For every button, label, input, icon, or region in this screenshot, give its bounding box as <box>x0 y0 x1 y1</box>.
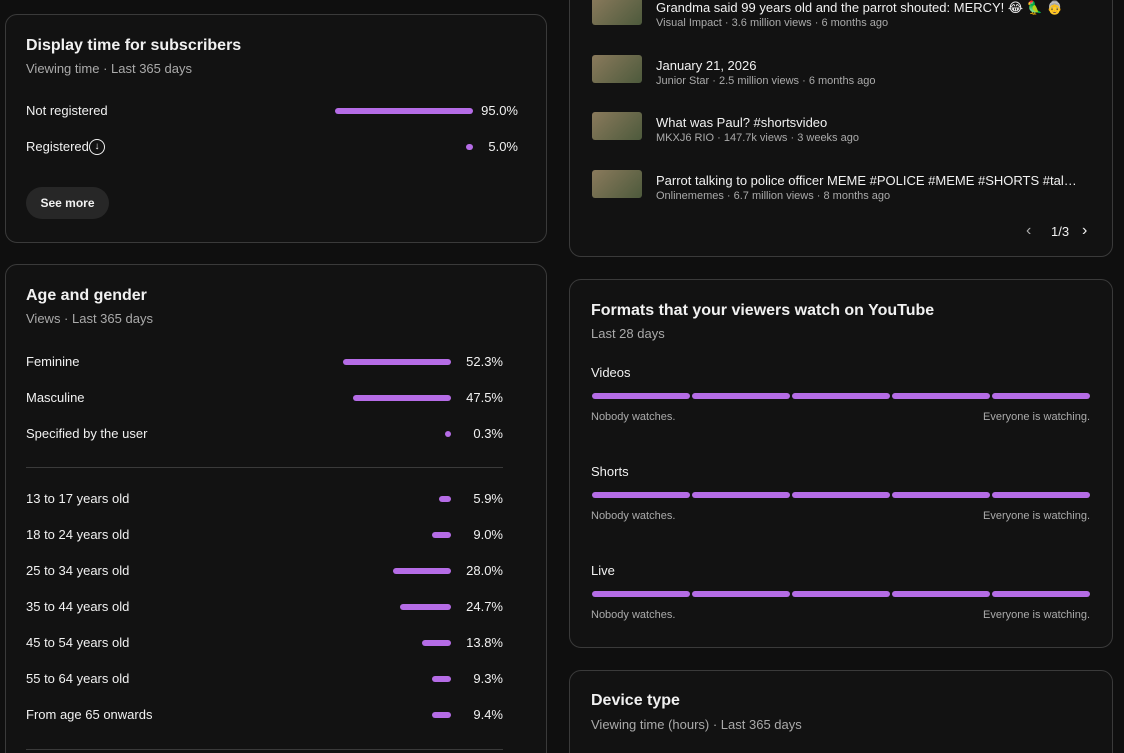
scale-segment <box>892 492 990 498</box>
info-icon[interactable]: ↓ <box>89 139 105 155</box>
scale-segment <box>792 591 890 597</box>
prev-button[interactable]: ‹ <box>1026 222 1032 239</box>
thumbnail[interactable] <box>592 0 642 25</box>
divider <box>26 749 503 750</box>
video-meta: Onlinememes · 6.7 million views · 8 mont… <box>656 189 891 202</box>
formats-card <box>569 279 1113 648</box>
row-value: 0.3% <box>473 426 503 441</box>
format-name: Shorts <box>591 464 629 479</box>
divider <box>26 467 503 468</box>
row-label: Feminine <box>26 354 80 369</box>
row-value: 9.3% <box>473 671 503 686</box>
bar <box>438 496 451 502</box>
card-title: Age and gender <box>26 287 147 304</box>
scale-max-label: Everyone is watching. <box>983 510 1090 522</box>
card-subtitle: Viewing time · Last 365 days <box>26 61 192 76</box>
thumbnail[interactable] <box>592 112 642 140</box>
card-subtitle: Viewing time (hours) · Last 365 days <box>591 717 802 732</box>
scale-segment <box>792 492 890 498</box>
row-label: 25 to 34 years old <box>26 563 130 578</box>
row-value: 5.0% <box>488 139 518 154</box>
card-title: Display time for subscribers <box>26 37 242 54</box>
row-value: 47.5% <box>466 390 503 405</box>
scale-segment <box>692 393 790 399</box>
video-meta: Junior Star · 2.5 million views · 6 mont… <box>656 74 876 87</box>
video-title[interactable]: January 21, 2026 <box>656 57 757 73</box>
scale-max-label: Everyone is watching. <box>983 411 1090 423</box>
scale-segment <box>692 591 790 597</box>
device-card <box>569 670 1113 753</box>
scale-segment <box>892 591 990 597</box>
scale-segment <box>992 393 1090 399</box>
row-label: 55 to 64 years old <box>26 671 130 686</box>
bar <box>399 604 451 610</box>
format-name: Videos <box>591 365 631 380</box>
row-value: 13.8% <box>466 635 503 650</box>
bar <box>393 568 451 574</box>
scale-segment <box>992 492 1090 498</box>
scale-segment <box>992 591 1090 597</box>
row-label: Masculine <box>26 390 85 405</box>
row-value: 52.3% <box>466 354 503 369</box>
video-meta: MKXJ6 RIO · 147.7k views · 3 weeks ago <box>656 132 859 144</box>
video-meta: Visual Impact · 3.6 million views · 6 mo… <box>656 17 889 29</box>
thumbnail[interactable] <box>592 54 642 83</box>
row-value: 28.0% <box>466 563 503 578</box>
next-button[interactable]: › <box>1082 222 1088 239</box>
bar <box>335 108 473 114</box>
row-label: 35 to 44 years old <box>26 599 130 614</box>
videos-card <box>569 0 1113 257</box>
see-more-button[interactable]: See more <box>26 187 109 219</box>
row-label: 13 to 17 years old <box>26 491 130 506</box>
scale-min-label: Nobody watches. <box>591 411 676 423</box>
scale-segment <box>692 492 790 498</box>
row-label: Registered <box>26 139 89 154</box>
scale-max-label: Everyone is watching. <box>983 609 1090 621</box>
row-value: 95.0% <box>481 103 518 118</box>
card-title: Device type <box>591 692 680 709</box>
row-value: 24.7% <box>466 599 503 614</box>
card-subtitle: Last 28 days <box>591 326 665 341</box>
age-gender-card <box>5 264 547 753</box>
format-name: Live <box>591 563 615 578</box>
scale-segment <box>892 393 990 399</box>
video-title[interactable]: Parrot talking to police officer MEME #P… <box>656 172 1077 188</box>
scale-segment <box>792 393 890 399</box>
bar <box>352 395 451 401</box>
scale-segment <box>592 492 690 498</box>
row-label: 18 to 24 years old <box>26 527 130 542</box>
scale-min-label: Nobody watches. <box>591 510 676 522</box>
bar <box>431 712 451 718</box>
row-label: Specified by the user <box>26 426 148 441</box>
scale-min-label: Nobody watches. <box>591 609 676 621</box>
bar <box>342 359 451 365</box>
row-value: 9.4% <box>473 707 503 722</box>
bar <box>422 640 451 646</box>
row-label: From age 65 onwards <box>26 707 153 722</box>
scale-segment <box>592 393 690 399</box>
bar <box>432 532 451 538</box>
scale-segment <box>592 591 690 597</box>
row-value: 9.0% <box>473 527 503 542</box>
bar <box>431 676 451 682</box>
bar <box>445 431 451 437</box>
video-title[interactable]: What was Paul? #shortsvideo <box>656 115 828 130</box>
video-title[interactable]: Grandma said 99 years old and the parrot… <box>656 0 1063 15</box>
row-label: 45 to 54 years old <box>26 635 130 650</box>
bar <box>465 144 473 150</box>
card-subtitle: Views · Last 365 days <box>26 311 153 326</box>
pager: 1/3 <box>1051 224 1070 239</box>
thumbnail[interactable] <box>592 169 642 198</box>
row-label: Not registered <box>26 103 108 118</box>
row-value: 5.9% <box>473 491 503 506</box>
card-title: Formats that your viewers watch on YouTu… <box>591 302 935 319</box>
